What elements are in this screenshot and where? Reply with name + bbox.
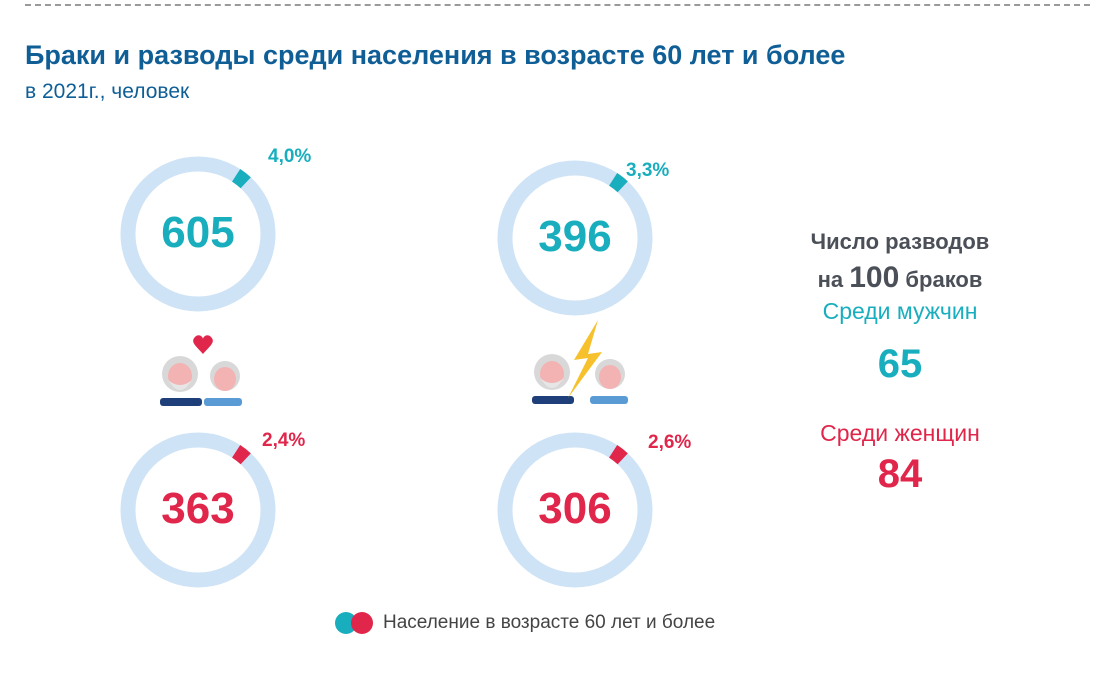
heading-line1: Число разводов [810, 229, 990, 254]
couple-lightning-icon [532, 320, 628, 404]
men-label: Среди мужчин [822, 298, 978, 324]
ring-share-marker [231, 445, 251, 465]
ring-share-marker [231, 169, 251, 189]
ring-value: 605 [161, 208, 235, 257]
donut-ring [497, 432, 653, 588]
donut-ring [120, 156, 276, 312]
ring-share-label: 4,0% [268, 146, 312, 167]
page-title: Браки и разводы среди населения в возрас… [25, 40, 846, 70]
ring-value: 363 [161, 484, 235, 533]
divorce-rate-heading: Число разводов на 100 браков [770, 224, 1030, 298]
ring-track [120, 432, 276, 588]
ring-track [120, 156, 276, 312]
ring-share-marker [608, 445, 628, 465]
dashed-divider [25, 4, 1090, 6]
ring-value: 396 [538, 212, 612, 261]
donut-ring [120, 432, 276, 588]
heading-line2: на 100 браков [817, 261, 983, 294]
women-label: Среди женщин [820, 420, 980, 446]
legend-label: Население в возрасте 60 лет и более [383, 612, 716, 633]
ring-share-label: 2,6% [648, 432, 692, 453]
ring-share-marker [608, 173, 628, 193]
ring-track [497, 432, 653, 588]
ring-track [497, 160, 653, 316]
legend-red-dot [351, 612, 373, 634]
donut-ring [497, 160, 653, 316]
ring-share-label: 2,4% [262, 430, 306, 451]
legend: Население в возрасте 60 лет и более [335, 612, 715, 634]
women-value: 84 [877, 452, 923, 496]
page-subtitle: в 2021г., человек [25, 80, 190, 103]
couple-heart-icon [160, 335, 242, 406]
ring-value: 306 [538, 484, 612, 533]
men-value: 65 [877, 342, 923, 386]
ring-share-label: 3,3% [626, 160, 670, 181]
